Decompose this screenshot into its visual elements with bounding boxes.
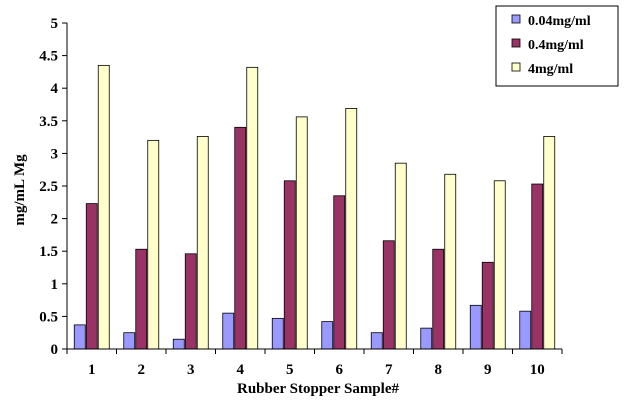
x-axis-title: Rubber Stopper Sample#: [237, 381, 399, 397]
legend: 0.04mg/ml 0.4mg/ml 4mg/ml: [495, 5, 619, 87]
bar-series-1-sample-2: [123, 332, 136, 350]
bar-series-3-sample-2: [147, 139, 160, 350]
x-tick-label: 8: [435, 362, 443, 378]
bar-series-1-sample-3: [172, 338, 185, 350]
y-tick-label: 3.5: [39, 114, 58, 130]
y-tick-label: 4: [51, 81, 59, 97]
bar-series-3-sample-7: [394, 162, 407, 350]
y-tick-label: 1.5: [39, 244, 58, 260]
bar-series-2-sample-9: [481, 261, 494, 350]
bar-series-3-sample-10: [543, 136, 556, 350]
y-axis-title: mg/mL Mg: [12, 154, 28, 226]
bar-series-3-sample-8: [444, 173, 457, 350]
bar-series-3-sample-5: [295, 116, 308, 350]
x-tick-label: 3: [187, 362, 195, 378]
bar-series-1-sample-8: [420, 327, 433, 350]
x-tick-label: 5: [286, 362, 294, 378]
y-tick-label: 2.5: [39, 179, 58, 195]
bars-layer: [73, 64, 556, 350]
bar-series-1-sample-4: [222, 312, 235, 350]
bar-series-2-sample-6: [333, 195, 346, 350]
bar-series-3-sample-9: [493, 180, 506, 350]
y-tick-label: 3: [51, 146, 59, 162]
y-tick-label: 0.5: [39, 309, 58, 325]
x-tick-label: 6: [336, 362, 344, 378]
bar-series-3-sample-4: [246, 66, 259, 350]
bar-series-2-sample-4: [234, 126, 247, 350]
x-tick-label: 9: [484, 362, 492, 378]
x-tick-label: 1: [88, 362, 96, 378]
bar-series-3-sample-3: [196, 136, 209, 350]
y-tick-label: 1: [51, 277, 59, 293]
x-tick-label: 7: [385, 362, 393, 378]
y-tick-label: 5: [51, 16, 59, 32]
bar-series-2-sample-5: [283, 180, 296, 350]
bar-series-3-sample-6: [345, 108, 358, 350]
bar-series-1-sample-10: [519, 310, 532, 350]
bar-series-1-sample-1: [73, 324, 86, 350]
x-tick-label: 4: [237, 362, 245, 378]
x-tick-label: 2: [138, 362, 146, 378]
bar-series-1-sample-5: [271, 317, 284, 350]
legend-label-2: 0.4mg/ml: [528, 38, 584, 53]
legend-swatch-2: [511, 38, 521, 48]
x-tick-label: 10: [530, 362, 545, 378]
legend-label-3: 4mg/ml: [528, 62, 573, 77]
bar-series-1-sample-6: [321, 321, 334, 350]
legend-swatch-3: [511, 62, 521, 72]
y-tick-label: 2: [51, 212, 59, 228]
bar-series-2-sample-7: [382, 240, 395, 350]
bar-series-1-sample-9: [469, 304, 482, 350]
y-tick-label: 4.5: [39, 49, 58, 65]
y-tick-label: 0: [51, 342, 59, 358]
bar-series-2-sample-8: [432, 248, 445, 350]
bar-series-3-sample-1: [97, 64, 110, 350]
bar-series-2-sample-1: [85, 203, 98, 350]
bar-series-2-sample-2: [135, 248, 148, 350]
bar-series-2-sample-3: [184, 253, 197, 350]
legend-label-1: 0.04mg/ml: [528, 14, 591, 29]
y-ticks: 0 0.5 1 1.5 2 2.5 3 3.5 4 4.5 5: [39, 16, 67, 358]
legend-swatch-1: [511, 14, 521, 24]
bar-series-1-sample-7: [370, 332, 383, 350]
x-ticks: 1 2 3 4 5 6 7 8 9 10: [66, 349, 563, 378]
bar-series-2-sample-10: [531, 183, 544, 350]
